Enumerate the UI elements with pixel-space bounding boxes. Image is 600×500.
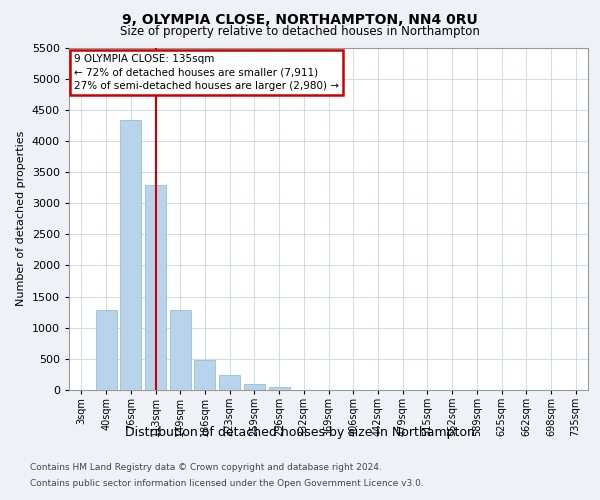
Text: Contains HM Land Registry data © Crown copyright and database right 2024.: Contains HM Land Registry data © Crown c… [30,464,382,472]
Bar [170,310,191,390]
Bar [194,360,215,390]
Text: Size of property relative to detached houses in Northampton: Size of property relative to detached ho… [120,25,480,38]
Bar [120,120,141,390]
Bar [145,185,166,390]
Text: 9, OLYMPIA CLOSE, NORTHAMPTON, NN4 0RU: 9, OLYMPIA CLOSE, NORTHAMPTON, NN4 0RU [122,12,478,26]
Bar [244,384,265,390]
Bar [219,376,240,390]
Y-axis label: Number of detached properties: Number of detached properties [16,131,26,306]
Text: Distribution of detached houses by size in Northampton: Distribution of detached houses by size … [125,426,475,439]
Bar [95,310,116,390]
Text: 9 OLYMPIA CLOSE: 135sqm
← 72% of detached houses are smaller (7,911)
27% of semi: 9 OLYMPIA CLOSE: 135sqm ← 72% of detache… [74,54,339,91]
Bar [269,386,290,390]
Text: Contains public sector information licensed under the Open Government Licence v3: Contains public sector information licen… [30,478,424,488]
